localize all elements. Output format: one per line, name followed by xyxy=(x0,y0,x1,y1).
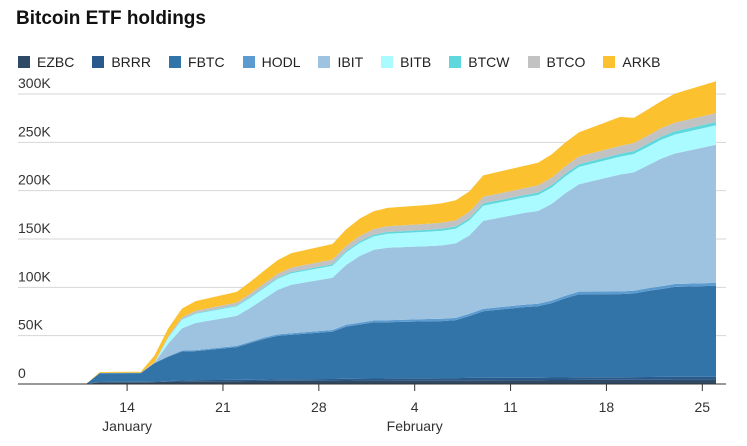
legend-swatch xyxy=(169,56,182,68)
legend-swatch xyxy=(18,56,30,68)
y-tick-label: 250K xyxy=(18,123,51,139)
y-tick-label: 150K xyxy=(18,220,51,236)
legend-item-ezbc: EZBC xyxy=(18,54,74,70)
legend-item-ibit: IBIT xyxy=(318,54,363,70)
x-tick-label: 28 xyxy=(311,399,327,415)
legend-swatch xyxy=(381,56,394,68)
legend-swatch xyxy=(527,56,540,68)
legend: EZBC BRRR FBTC HODL IBIT BITB BTCW BTCO ARKB xyxy=(18,54,679,70)
legend-swatch xyxy=(242,56,255,68)
x-tick-label: 25 xyxy=(695,399,711,415)
legend-item-btco: BTCO xyxy=(527,54,586,70)
legend-label: HODL xyxy=(261,54,301,70)
x-month-label: February xyxy=(387,418,443,434)
x-tick-label: 4 xyxy=(411,399,419,415)
legend-label: FBTC xyxy=(188,54,225,70)
legend-label: BTCO xyxy=(546,54,586,70)
y-tick-label: 100K xyxy=(18,268,51,284)
series-area-brrr xyxy=(86,376,716,384)
series-area-bitb xyxy=(86,125,716,385)
series-area-ibit xyxy=(86,144,716,384)
legend-label: IBIT xyxy=(337,54,364,70)
legend-label: EZBC xyxy=(37,54,75,70)
legend-item-btcw: BTCW xyxy=(449,54,510,70)
legend-swatch xyxy=(92,56,105,68)
legend-item-fbtc: FBTC xyxy=(169,54,225,70)
legend-item-brrr: BRRR xyxy=(92,54,151,70)
legend-swatch xyxy=(449,56,462,68)
x-month-label: January xyxy=(102,418,152,434)
chart-title: Bitcoin ETF holdings xyxy=(16,8,206,29)
legend-label: BRRR xyxy=(111,54,152,70)
series-area-fbtc xyxy=(86,285,716,384)
y-tick-label: 50K xyxy=(18,317,44,333)
legend-swatch xyxy=(318,56,331,68)
series-area-btco xyxy=(86,113,716,384)
legend-item-bitb: BITB xyxy=(381,54,431,70)
legend-label: ARKB xyxy=(622,54,661,70)
legend-label: BTCW xyxy=(468,54,510,70)
y-tick-label: 300K xyxy=(18,75,51,91)
series-area-arkb xyxy=(86,81,716,384)
legend-item-arkb: ARKB xyxy=(603,54,661,70)
legend-swatch xyxy=(603,56,616,68)
y-tick-label: 0 xyxy=(18,365,26,381)
y-tick-label: 200K xyxy=(18,172,51,188)
legend-item-hodl: HODL xyxy=(242,54,301,70)
x-tick-label: 14 xyxy=(119,399,135,415)
x-tick-label: 11 xyxy=(503,399,518,415)
series-area-ezbc xyxy=(86,379,716,384)
x-tick-label: 21 xyxy=(215,399,231,415)
x-tick-label: 18 xyxy=(599,399,615,415)
legend-label: BITB xyxy=(400,54,432,70)
